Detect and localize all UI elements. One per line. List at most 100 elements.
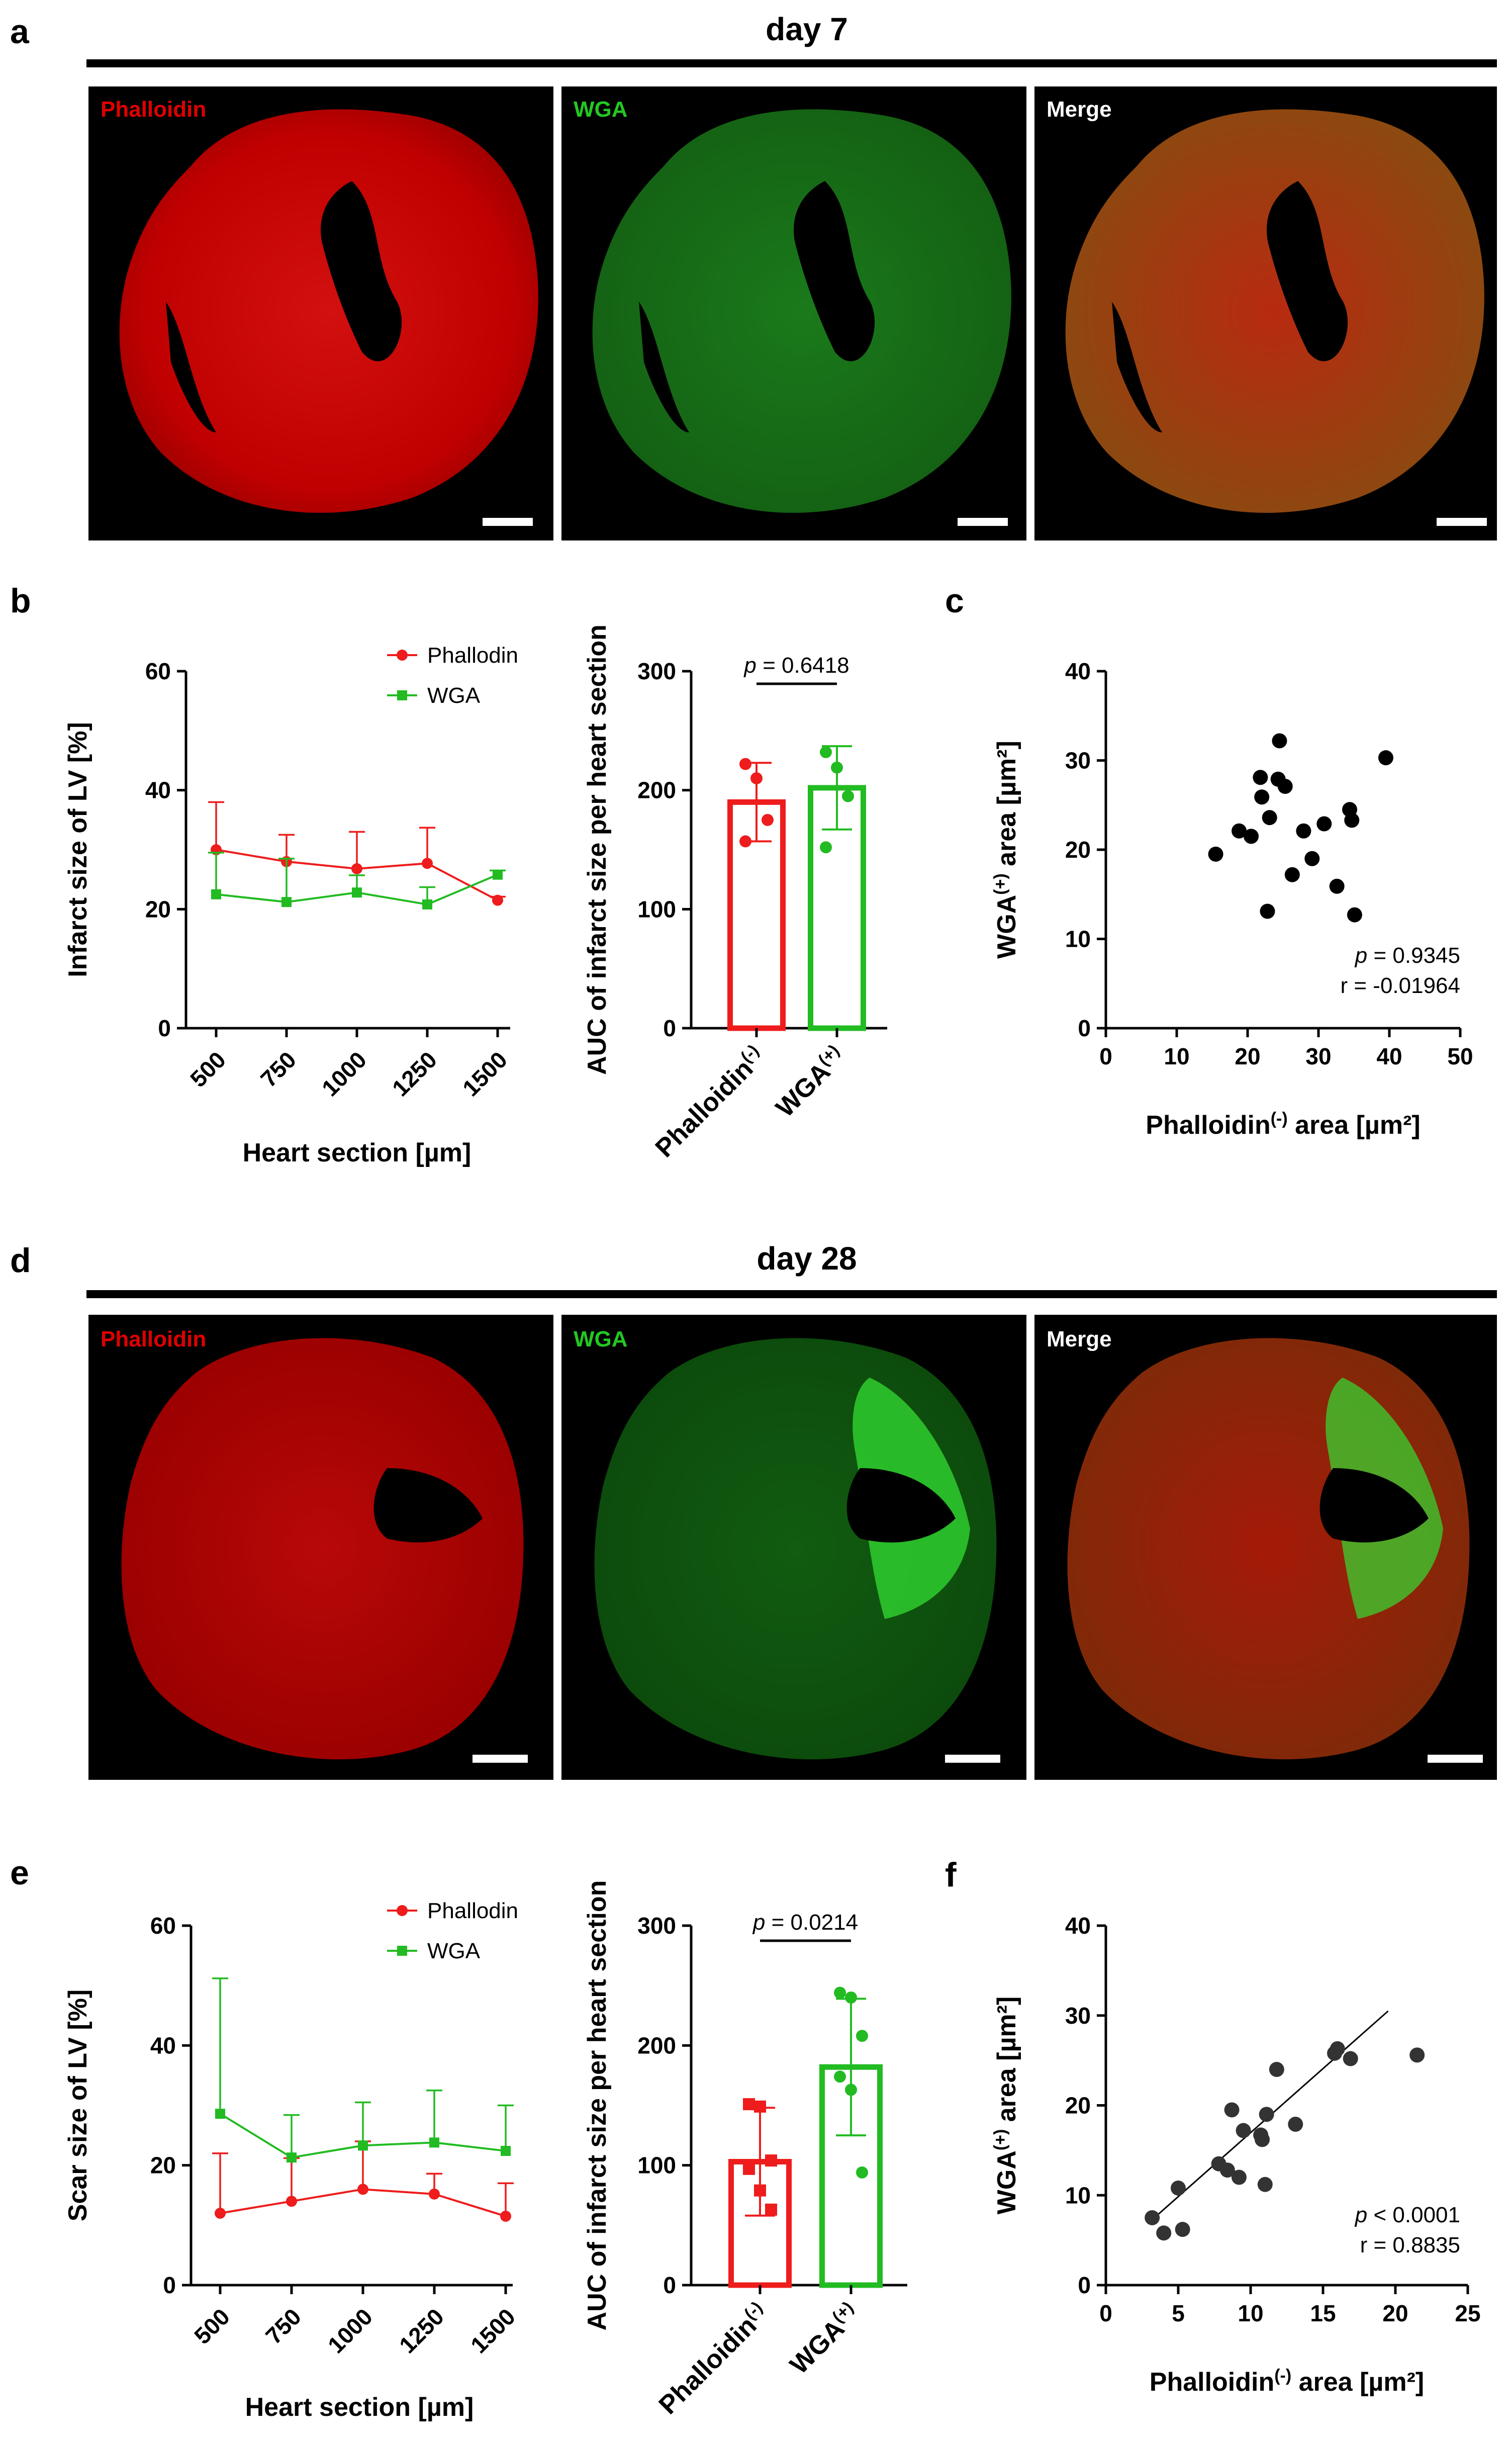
y-tick-label: 300 xyxy=(637,1913,676,1939)
panel-label-e: e xyxy=(10,1854,29,1892)
scale-bar xyxy=(945,1755,1000,1763)
data-point xyxy=(743,2098,755,2111)
y-axis-label: Scar size of LV [%] xyxy=(63,1989,92,2221)
data-point xyxy=(492,894,503,906)
x-tick-label-group: WGA(+) xyxy=(783,2298,865,2380)
legend-marker xyxy=(397,690,407,700)
chart-f-scatter: 0 10 20 30 40 0 5 10 15 20 25 p < 0.0001 r = 0.8835 P… xyxy=(991,1913,1481,2397)
panel-label-a: a xyxy=(10,13,30,51)
y-tick-label: 0 xyxy=(663,2272,676,2298)
x-tick-label: 25 xyxy=(1455,2300,1480,2326)
data-point xyxy=(1284,867,1300,882)
day7-title-bar xyxy=(86,59,1497,67)
chart-c-scatter: 0 10 20 30 40 0 10 20 30 40 50 p = 0.9345 r = -0.019… xyxy=(991,658,1473,1140)
data-point xyxy=(1175,2222,1190,2237)
legend-marker xyxy=(397,1905,408,1916)
y-tick-label: 0 xyxy=(1078,1015,1091,1041)
x-tick-label: 1500 xyxy=(465,2303,520,2358)
data-point xyxy=(357,2184,368,2195)
data-point xyxy=(493,869,503,880)
y-tick-label: 40 xyxy=(145,777,171,803)
x-label-tail: area [µm²] xyxy=(1291,2368,1424,2397)
x-tick-label: 50 xyxy=(1447,1043,1473,1069)
legend-label: Phallodin xyxy=(427,1898,518,1923)
data-point xyxy=(743,2162,755,2175)
data-point xyxy=(1156,2225,1172,2241)
data-point xyxy=(1409,2047,1425,2063)
y-label-tail: area [µm²] xyxy=(992,741,1021,873)
x-tick-label: 1000 xyxy=(323,2303,377,2358)
data-point xyxy=(429,2188,440,2200)
panel-label-b: b xyxy=(10,582,31,620)
x-tick-label: Phalloidin xyxy=(653,2311,763,2420)
data-point xyxy=(422,858,433,869)
r-value-label: r = 0.8835 xyxy=(1360,2233,1460,2257)
x-label-main: Phalloidin xyxy=(1150,2368,1274,2397)
p-value-label: p = 0.6418 xyxy=(743,653,849,678)
p-value: < 0.0001 xyxy=(1367,2203,1460,2227)
data-point xyxy=(286,2196,297,2207)
data-point xyxy=(1262,810,1277,826)
day28-title-bar xyxy=(86,1290,1497,1298)
data-point xyxy=(834,2070,846,2083)
day7-phalloidin-image: Phalloidin xyxy=(88,86,553,540)
channel-label-merge: Merge xyxy=(1047,97,1112,122)
data-point xyxy=(1316,816,1332,832)
data-point xyxy=(754,2100,766,2113)
data-point xyxy=(1347,907,1362,923)
day7-merge-image: Merge xyxy=(1034,86,1497,540)
data-point xyxy=(739,758,751,770)
x-tick-label: 500 xyxy=(189,2303,235,2349)
x-tick-label: Phalloidin xyxy=(650,1054,759,1163)
x-tick-label: 750 xyxy=(260,2303,306,2349)
channel-label-wga: WGA xyxy=(574,1327,628,1351)
data-point xyxy=(762,813,774,826)
x-tick-label: 1250 xyxy=(394,2303,449,2358)
x-tick-label: 30 xyxy=(1305,1043,1331,1069)
y-tick-label: 30 xyxy=(1065,2003,1091,2029)
y-tick-label: 200 xyxy=(637,2032,676,2058)
data-point xyxy=(1224,2102,1240,2118)
r-value-label: r = -0.01964 xyxy=(1341,973,1461,998)
p-symbol: p xyxy=(743,653,756,678)
data-point xyxy=(739,835,751,848)
data-point xyxy=(1269,2062,1284,2077)
data-point xyxy=(422,899,432,910)
panel-label-c: c xyxy=(945,582,964,620)
y-tick-label: 40 xyxy=(1065,658,1091,684)
data-point xyxy=(1343,2051,1358,2066)
x-axis-label: Phalloidin(-) area [µm²] xyxy=(1146,1109,1420,1140)
y-label-main: WGA xyxy=(992,2150,1021,2214)
channel-label-merge: Merge xyxy=(1047,1327,1112,1351)
y-axis-label: Infarct size of LV [%] xyxy=(63,722,92,977)
y-tick-label: 30 xyxy=(1065,748,1091,774)
data-point xyxy=(429,2137,439,2148)
chart-e-line: 0 20 40 60 500 750 1000 1250 1500 Phallodin WGA Sca… xyxy=(63,1898,520,2422)
y-tick-label: 0 xyxy=(1078,2272,1091,2298)
y-tick-label: 0 xyxy=(663,1015,676,1041)
chart-b-line: 0 20 40 60 500 750 1000 1250 1500 Phallodin WGA Inf… xyxy=(63,643,518,1167)
y-tick-label: 100 xyxy=(637,896,676,922)
y-tick-label: 20 xyxy=(150,2152,176,2179)
y-axis-label: AUC of infarct size per heart section xyxy=(583,1880,612,2331)
y-tick-label: 60 xyxy=(145,658,171,684)
scale-bar xyxy=(1437,518,1487,526)
x-label-tail: area [µm²] xyxy=(1288,1111,1421,1140)
p-symbol: p xyxy=(1354,943,1367,968)
y-tick-label: 40 xyxy=(1065,1913,1091,1939)
x-label-sup: (-) xyxy=(1274,2366,1291,2385)
data-point xyxy=(1296,823,1311,839)
channel-label-phalloidin: Phalloidin xyxy=(101,97,206,122)
p-value-label: p < 0.0001 xyxy=(1354,2203,1460,2227)
y-tick-label: 10 xyxy=(1065,2182,1091,2208)
data-point xyxy=(1272,733,1287,749)
y-tick-label: 60 xyxy=(150,1913,176,1939)
x-tick-label: 15 xyxy=(1310,2300,1336,2326)
data-point xyxy=(765,2154,777,2167)
y-tick-label: 0 xyxy=(158,1015,171,1041)
day28-title: day 28 xyxy=(757,1240,857,1277)
data-point xyxy=(1208,846,1223,862)
x-axis-label: Heart section [µm] xyxy=(245,2393,474,2422)
day28-merge-image: Merge xyxy=(1034,1315,1497,1780)
